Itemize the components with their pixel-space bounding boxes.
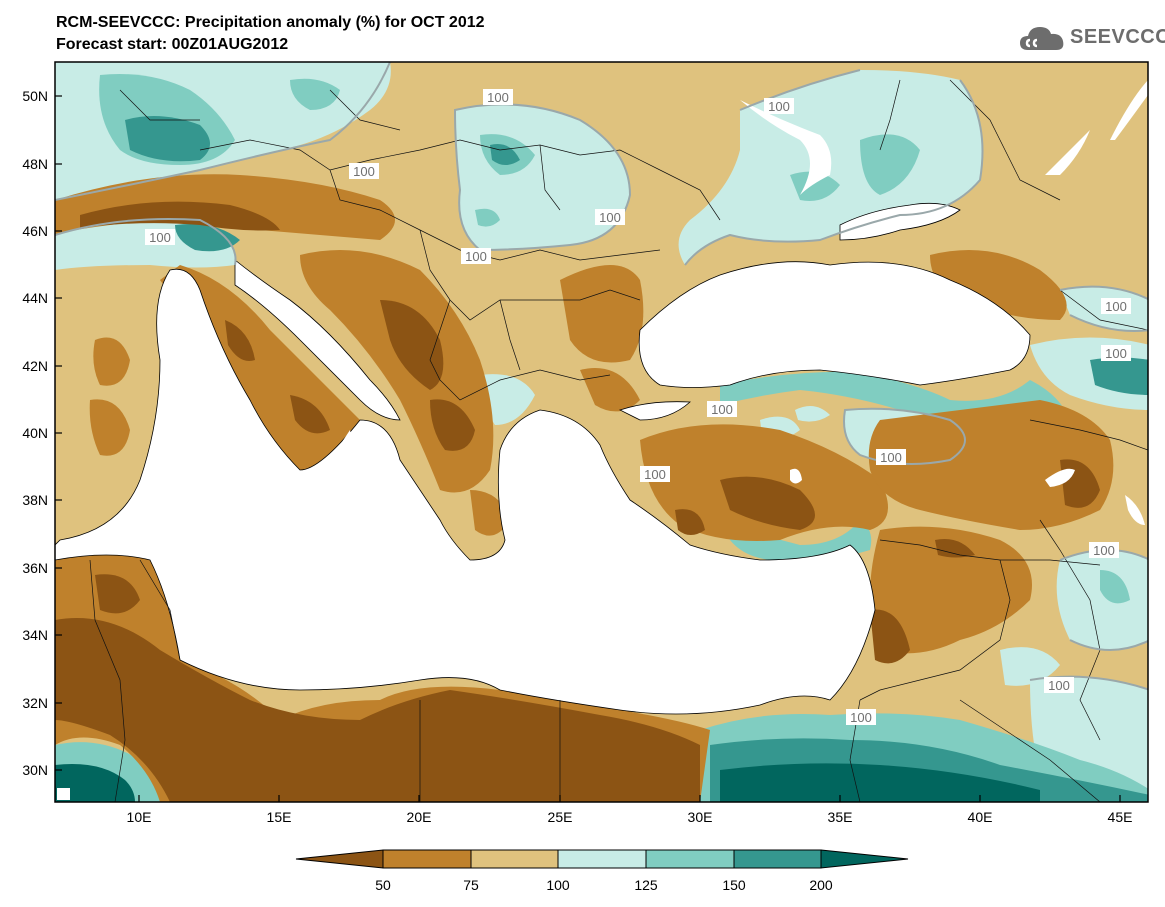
- lon-label: 40E: [968, 809, 993, 825]
- svg-text:100: 100: [487, 90, 509, 105]
- seevccc-logo: SEEVCCC: [1018, 22, 1165, 56]
- logo-text: SEEVCCC: [1070, 26, 1165, 48]
- cloud-logo-icon: [1020, 27, 1064, 50]
- colorbar-label: 50: [375, 877, 391, 893]
- lat-label: 32N: [22, 695, 48, 711]
- colorbar-label: 150: [722, 877, 746, 893]
- svg-text:100: 100: [353, 164, 375, 179]
- svg-text:100: 100: [850, 710, 872, 725]
- colorbar-swatch: [557, 849, 647, 869]
- colorbar-swatch: [382, 849, 472, 869]
- colorbar-legend: [295, 849, 909, 869]
- contour-label: 100: [145, 229, 175, 245]
- colorbar-swatch: [470, 849, 559, 869]
- contour-label: 100: [640, 466, 670, 482]
- plot-frame: [54, 61, 1149, 803]
- lon-label: 25E: [548, 809, 573, 825]
- colorbar-swatch: [733, 849, 822, 869]
- svg-text:100: 100: [149, 230, 171, 245]
- lat-label: 46N: [22, 223, 48, 239]
- colorbar-label: 100: [546, 877, 570, 893]
- contour-label: 100: [349, 163, 379, 179]
- lat-label: 34N: [22, 627, 48, 643]
- lon-label: 15E: [267, 809, 292, 825]
- contour-label: 100: [483, 89, 513, 105]
- lat-label: 38N: [22, 492, 48, 508]
- colorbar-swatch: [295, 849, 384, 869]
- lat-label: 40N: [22, 425, 48, 441]
- forecast-start-subtitle: Forecast start: 00Z01AUG2012: [56, 36, 289, 53]
- lon-label: 10E: [127, 809, 152, 825]
- lat-label: 36N: [22, 560, 48, 576]
- contour-label: 100: [1101, 345, 1131, 361]
- map-plot-area: [55, 62, 1148, 802]
- longitude-axis: 10E 15E 20E 25E 30E 35E 40E 45E: [127, 795, 1133, 825]
- map-title: RCM-SEEVCCC: Precipitation anomaly (%) f…: [56, 14, 485, 31]
- contour-label: 100: [846, 709, 876, 725]
- colorbar-label: 75: [463, 877, 479, 893]
- lon-label: 35E: [828, 809, 853, 825]
- lat-label: 44N: [22, 290, 48, 306]
- lat-label: 48N: [22, 156, 48, 172]
- contour-label: 100: [876, 449, 906, 465]
- svg-text:100: 100: [1093, 543, 1115, 558]
- lat-label: 42N: [22, 358, 48, 374]
- svg-text:100: 100: [1105, 346, 1127, 361]
- contour-label: 100: [764, 98, 794, 114]
- latitude-axis: 50N 48N 46N 44N 42N 40N 38N 36N 34N 32N …: [22, 88, 62, 778]
- svg-text:100: 100: [465, 249, 487, 264]
- contour-label: 100: [1089, 542, 1119, 558]
- colorbar-swatch: [645, 849, 735, 869]
- contour-label: 100: [1101, 298, 1131, 314]
- country-borders: [89, 79, 1148, 802]
- lon-label: 30E: [688, 809, 713, 825]
- lon-label: 45E: [1108, 809, 1133, 825]
- lat-label: 30N: [22, 762, 48, 778]
- lat-label: 50N: [22, 88, 48, 104]
- colorbar-swatch: [820, 849, 909, 869]
- svg-text:100: 100: [644, 467, 666, 482]
- colorbar-label: 125: [634, 877, 658, 893]
- svg-text:100: 100: [880, 450, 902, 465]
- svg-text:100: 100: [1105, 299, 1127, 314]
- colorbar-label: 200: [809, 877, 833, 893]
- contour-label: 100: [1044, 677, 1074, 693]
- svg-text:100: 100: [768, 99, 790, 114]
- colorbar-labels: 50 75 100 125 150 200: [375, 877, 833, 893]
- contour-label: 100: [707, 401, 737, 417]
- svg-text:100: 100: [711, 402, 733, 417]
- svg-text:100: 100: [1048, 678, 1070, 693]
- contour-label: 100: [461, 248, 491, 264]
- contour-label: 100: [595, 209, 625, 225]
- contour-labels: 100 100 100 100 100 100 100 100 100 100 …: [145, 89, 1131, 725]
- svg-text:100: 100: [599, 210, 621, 225]
- lon-label: 20E: [407, 809, 432, 825]
- sea-areas: [55, 80, 1148, 800]
- dry-anomaly-regions: [55, 174, 1114, 802]
